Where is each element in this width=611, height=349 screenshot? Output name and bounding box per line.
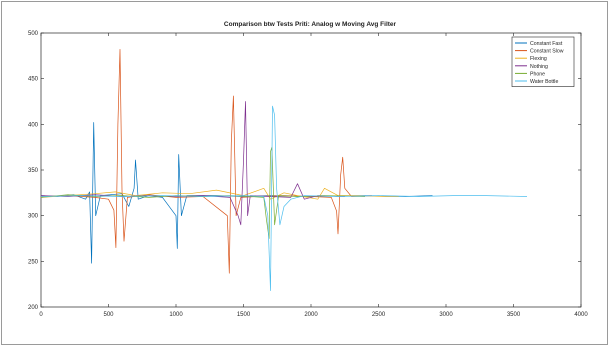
x-tick-label: 3500 xyxy=(507,312,521,318)
x-tick-label: 0 xyxy=(39,312,43,318)
y-tick-label: 400 xyxy=(28,122,39,128)
chart-title: Comparison btw Tests Priti: Analog w Mov… xyxy=(224,21,397,28)
x-tick-label: 2000 xyxy=(304,312,318,318)
x-tick-label: 1000 xyxy=(169,312,183,318)
line-chart: Comparison btw Tests Priti: Analog w Mov… xyxy=(28,21,588,318)
y-tick-label: 450 xyxy=(28,77,39,83)
x-tick-label: 2500 xyxy=(372,312,386,318)
x-tick-label: 3000 xyxy=(439,312,453,318)
legend-label: Water Bottle xyxy=(530,79,558,85)
y-axis: 200 250 300 350 400 450 500 xyxy=(28,31,581,311)
x-axis: 0 500 1000 1500 2000 2500 3000 3500 4000 xyxy=(39,33,588,318)
legend-label: Constant Slow xyxy=(530,49,564,55)
legend-label: Flexing xyxy=(530,56,547,62)
y-tick-label: 250 xyxy=(28,259,39,265)
x-tick-label: 500 xyxy=(103,312,114,318)
y-tick-label: 500 xyxy=(28,31,39,37)
x-tick-label: 4000 xyxy=(574,312,588,318)
series-line-water-bottle xyxy=(40,105,528,291)
legend-label: Phone xyxy=(530,71,545,77)
series-lines xyxy=(40,49,528,291)
y-tick-label: 300 xyxy=(28,214,39,220)
plot-area xyxy=(40,32,582,308)
legend-box xyxy=(511,36,575,87)
y-tick-label: 350 xyxy=(28,168,39,174)
chart-figure: Comparison btw Tests Priti: Analog w Mov… xyxy=(1,1,608,345)
y-tick-label: 200 xyxy=(28,305,39,311)
series-line-constant-slow xyxy=(40,49,372,274)
x-tick-label: 1500 xyxy=(237,312,251,318)
legend-label: Constant Fast xyxy=(530,41,563,47)
legend-label: Nothing xyxy=(530,64,548,70)
